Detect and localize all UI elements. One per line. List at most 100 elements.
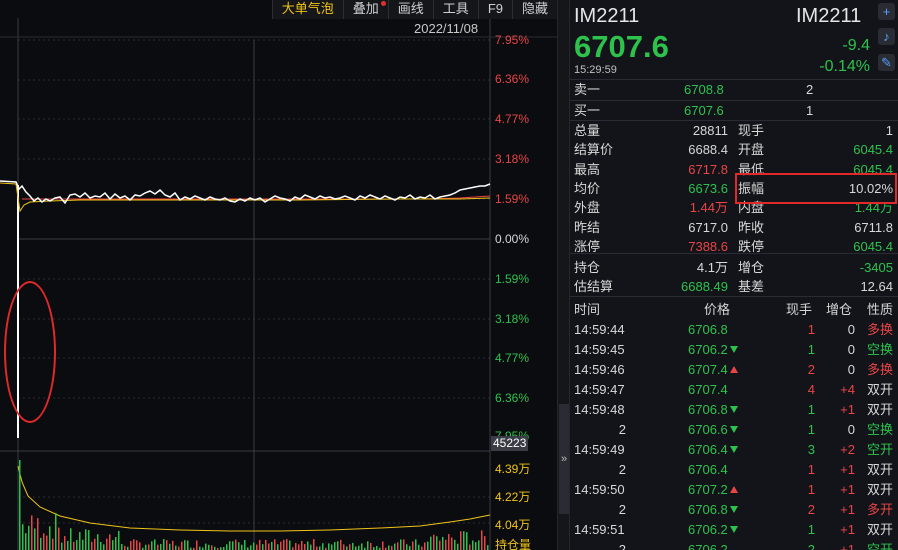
big-order-bubble-button[interactable]: 大单气泡 [271,0,343,19]
volume-bar [214,546,216,550]
volume-bar [412,541,414,550]
volume-bar [259,539,261,550]
collapse-panel-button[interactable]: » [559,404,569,514]
tick-row[interactable]: 2 6706.6 1 0 空换 [570,420,898,440]
tick-row[interactable]: 2 6706.4 1 +1 双开 [570,460,898,480]
stats-row: 持仓 4.1万 增仓 -3405 [570,258,898,277]
volume-bar [322,543,324,550]
volume-bar [163,539,165,550]
volume-bar [301,540,303,550]
volume-bar [448,534,450,550]
volume-bar [376,545,378,550]
volume-bar [277,544,279,550]
tools-button[interactable]: 工具 [432,0,478,19]
volume-bar [91,541,93,550]
stats-row: 最高 6717.8 最低 6045.4 [570,160,898,179]
stat-value: 12.64 [860,279,893,295]
tick-nature: 空换 [867,342,894,357]
volume-bar [286,539,288,550]
volume-bar [469,544,471,550]
tick-row[interactable]: 14:59:51 6706.2 1 +1 双开 [570,520,898,540]
volume-bar [400,539,402,550]
volume-bar [475,542,477,550]
volume-bar [178,546,180,550]
draw-line-button[interactable]: 画线 [387,0,433,19]
volume-bar [436,536,438,550]
volume-bar [139,542,141,550]
volume-bar [19,460,21,550]
arrow-down-icon [729,446,738,453]
tick-row[interactable]: 14:59:47 6707.4 4 +4 双开 [570,380,898,400]
tick-row[interactable]: 14:59:46 6707.4 2 0 多换 [570,360,898,380]
tick-volume: 1 [807,522,815,537]
ask-volume: 2 [806,82,814,97]
volume-bar [409,546,411,550]
tick-row[interactable]: 14:59:48 6706.8 1 +1 双开 [570,400,898,420]
volume-bar [103,544,105,550]
tick-time: 2 [618,542,626,550]
volume-bar [238,542,240,550]
avg-price-line [0,182,491,213]
contract-code-secondary: IM2211 [796,5,862,27]
hide-button[interactable]: 隐藏 [511,0,557,19]
quote-header: IM2211 IM2211 6707.6 15:29:59 -9.4 -0.14… [570,0,898,80]
tick-row[interactable]: 14:59:49 6706.4 3 +2 空开 [570,440,898,460]
tick-nature: 多开 [867,502,894,517]
volume-bar [136,540,138,550]
tick-time: 14:59:50 [574,482,625,497]
volume-bar [403,539,405,550]
volume-bar [229,541,231,550]
tick-row[interactable]: 2 6706.8 2 +1 多开 [570,500,898,520]
ask-price: 6708.8 [684,82,724,97]
tick-price-value: 6706.2 [688,522,728,537]
volume-bar [349,544,351,550]
tick-oi-change: +1 [840,542,855,550]
bell-icon[interactable]: ♪ [878,28,895,45]
volume-bar [40,537,42,550]
tick-nature: 多换 [867,362,894,377]
volume-bar [46,535,48,550]
col-nature: 性质 [867,302,894,317]
stat-value: 7388.6 [688,238,728,254]
plus-icon[interactable]: + [878,3,895,20]
stat-value: 1 [885,123,893,138]
volume-bar [352,542,354,550]
volume-bar [451,537,453,550]
tick-row[interactable]: 2 6706.2 2 +1 空开 [570,540,898,550]
stat-label: 涨停 [574,238,601,254]
volume-bar [460,531,462,550]
tick-price: 6707.2 [688,480,738,500]
volume-bar [391,545,393,550]
volume-bar [457,543,459,550]
volume-bar [346,546,348,550]
panel-splitter[interactable]: » [557,0,569,550]
ask-row: 卖一 6708.8 2 [570,80,898,100]
tick-row[interactable]: 14:59:50 6707.2 1 +1 双开 [570,480,898,500]
tick-nature: 空开 [867,442,894,457]
f9-button[interactable]: F9 [477,0,512,19]
volume-bar [283,539,285,550]
edit-icon[interactable]: ✎ [878,54,895,71]
volume-bar [121,544,123,550]
tick-volume: 2 [807,362,815,377]
tick-oi-change: +1 [840,502,855,517]
double-chevron-right-icon: » [560,453,568,465]
intraday-chart[interactable]: 大单气泡 叠加 画线 工具 F9 隐藏 2022/11/08 7.95% 6.3… [0,0,557,550]
tick-price-value: 6706.8 [688,402,728,417]
volume-bar [397,542,399,550]
tick-row[interactable]: 14:59:45 6706.2 1 0 空换 [570,340,898,360]
tick-price: 6706.2 [688,340,738,360]
divider [570,100,898,101]
volume-bar [28,525,30,550]
pct-label: 3.18% [495,152,530,166]
volume-bar [334,542,336,550]
volume-bar [445,539,447,550]
stat-value: 4.1万 [696,260,728,276]
stats-row: 估结算 6688.49 基差 12.64 [570,277,898,296]
tick-oi-change: +2 [840,442,855,457]
tick-volume: 4 [807,382,815,397]
chart-canvas[interactable] [0,0,557,550]
tick-time: 14:59:48 [574,402,625,417]
overlay-button[interactable]: 叠加 [342,0,388,19]
tick-row[interactable]: 14:59:44 6706.8 1 0 多换 [570,320,898,340]
